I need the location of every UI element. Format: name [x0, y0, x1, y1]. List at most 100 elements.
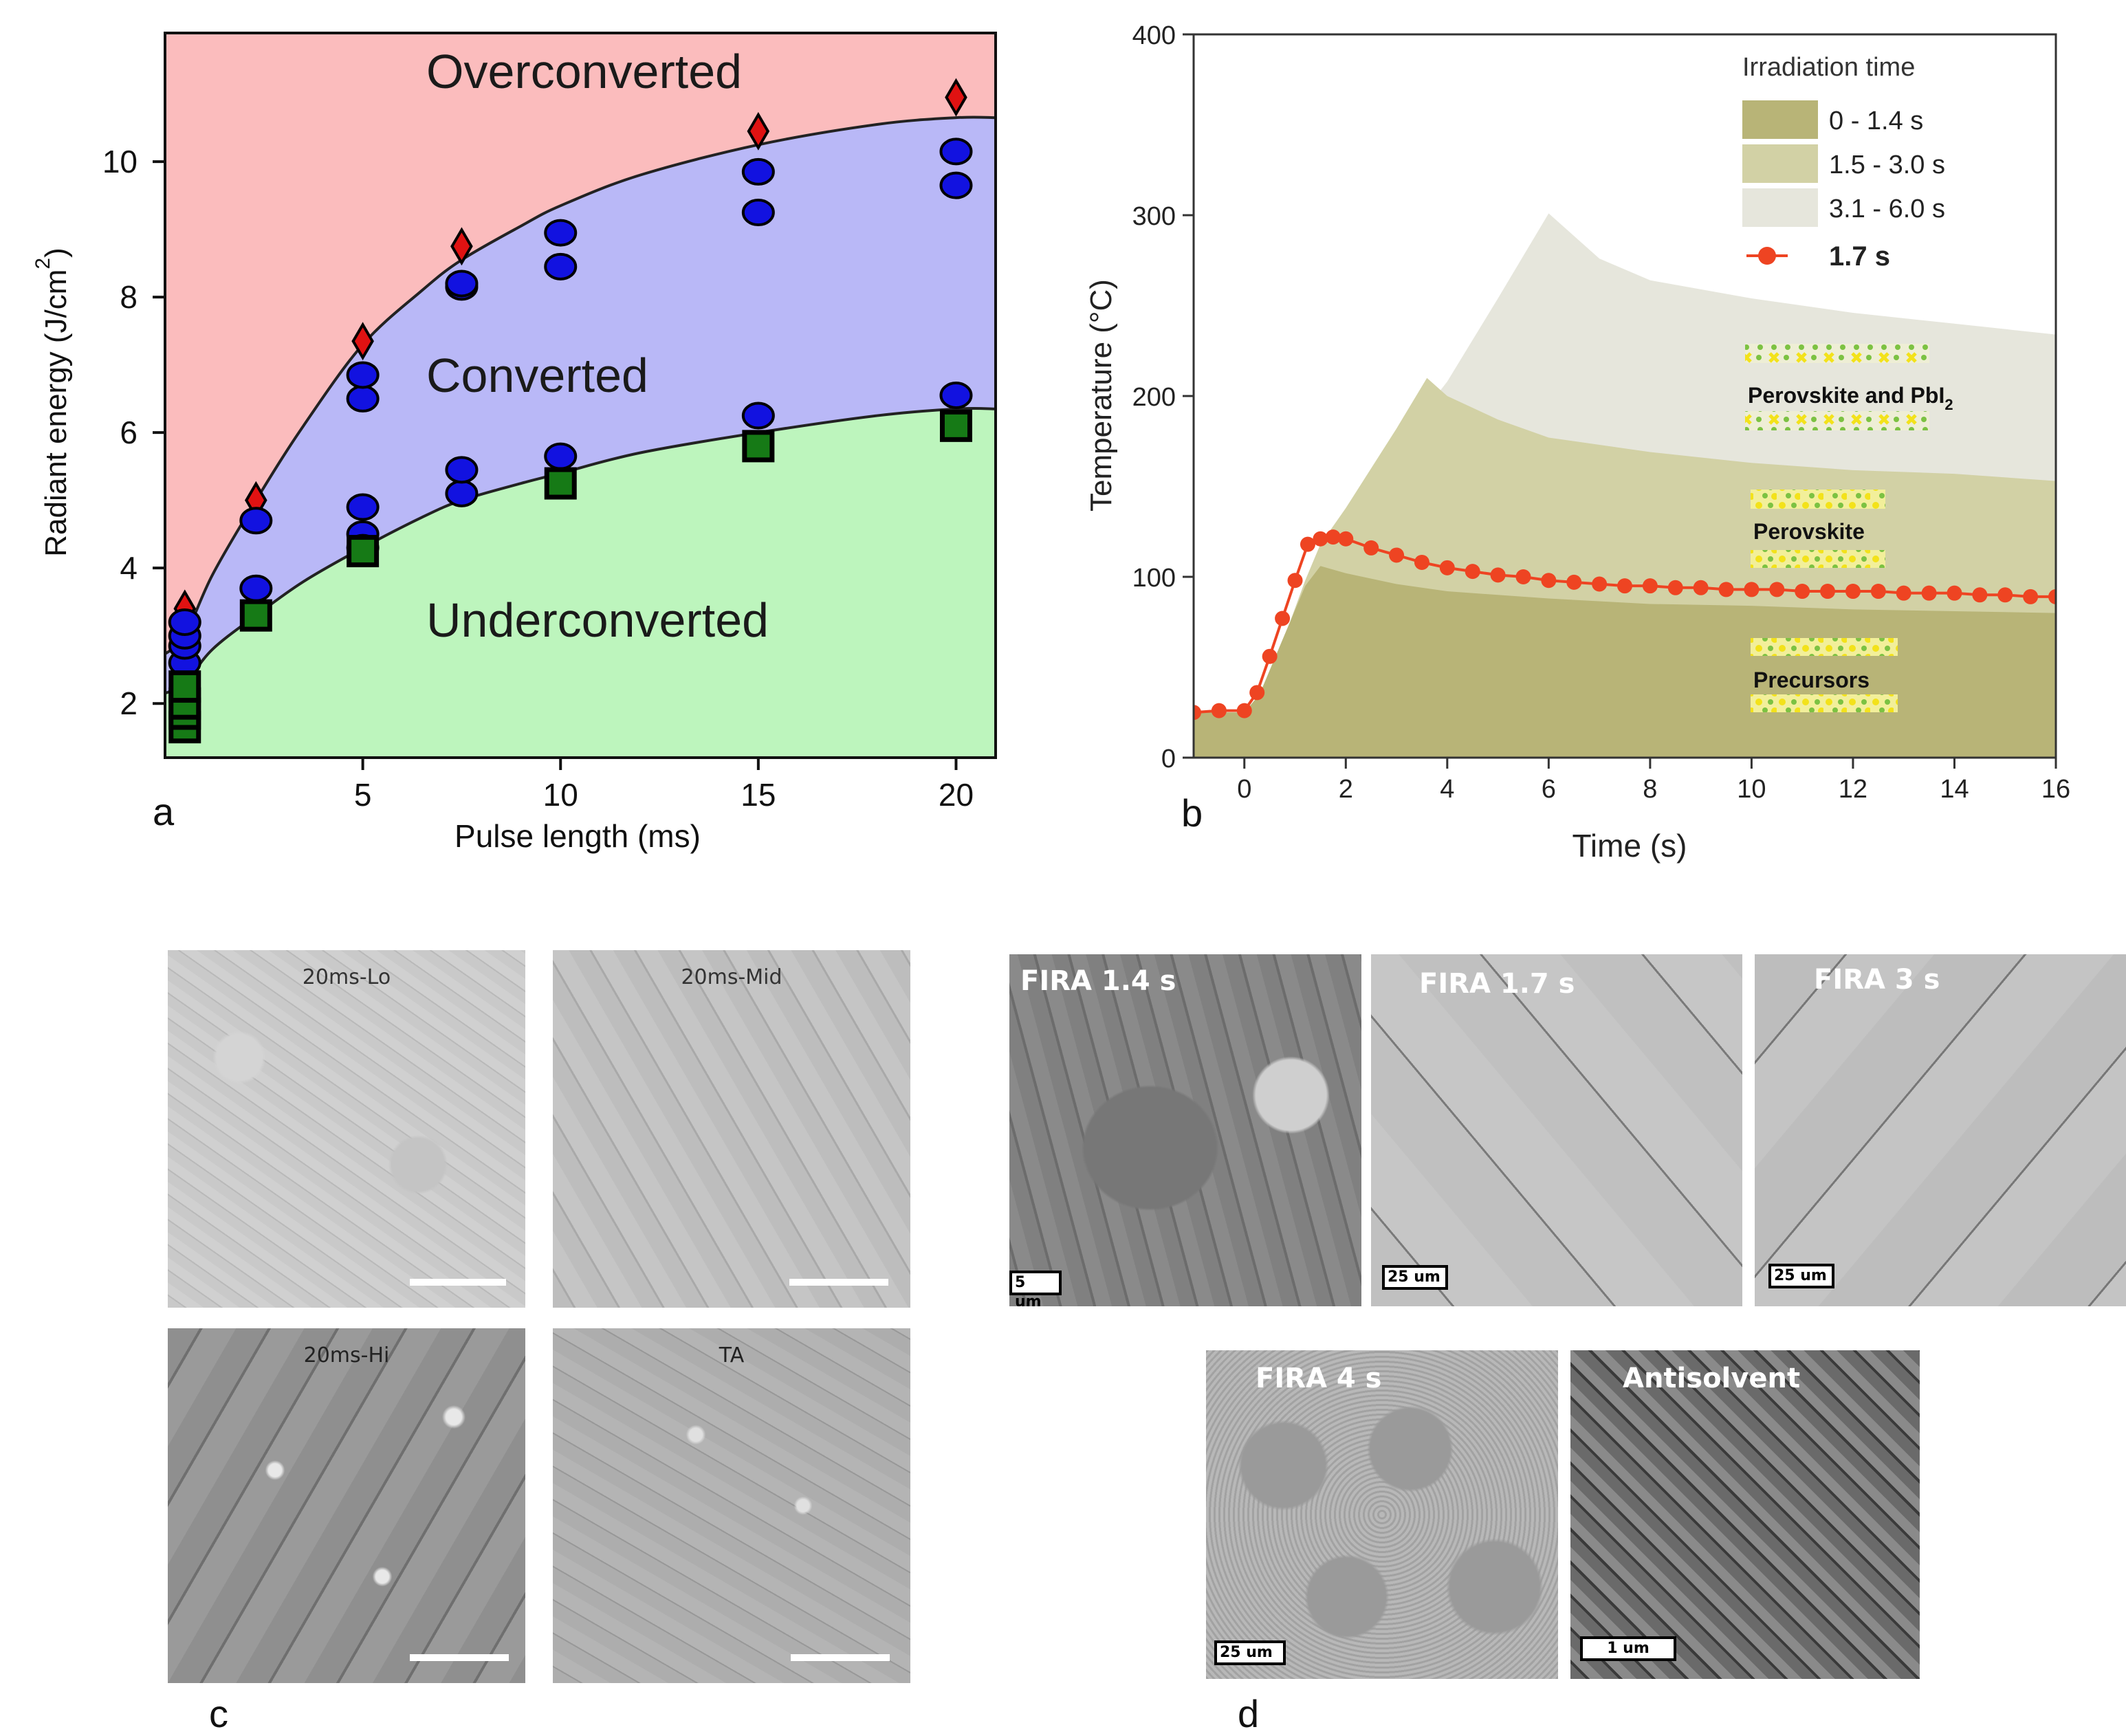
- x-tick-label: 12: [1839, 775, 1867, 804]
- converted-point: [939, 138, 973, 166]
- point-1-7-s: [1275, 611, 1291, 626]
- point-1-7-s: [1338, 531, 1354, 547]
- point-1-7-s: [1194, 705, 1201, 721]
- underconverted-region: [165, 408, 996, 758]
- converted-point: [445, 270, 479, 298]
- overconverted-point: [351, 322, 374, 361]
- chart-b-ticks: 0 2 4 6 8 10 12 14 16 0 100 200 300 400: [1132, 21, 2071, 804]
- scale-bar: 25 um: [1768, 1264, 1834, 1288]
- converted-point: [346, 361, 380, 389]
- point-1-7-s: [1439, 560, 1455, 575]
- converted-point: [544, 442, 578, 470]
- region-label-underconverted: Underconverted: [426, 593, 769, 647]
- point-1-7-s: [1211, 703, 1227, 718]
- point-1-7-s: [1769, 582, 1785, 597]
- underconverted-point: [168, 670, 201, 703]
- point-1-7-s: [1300, 536, 1315, 552]
- point-1-7-s: [1795, 584, 1810, 600]
- chart-b-legend: Irradiation time 0 - 1.4 s 1.5 - 3.0 s 3…: [1742, 53, 1945, 272]
- converted-point: [741, 157, 775, 186]
- overconverted-point: [450, 227, 473, 266]
- micrograph-label: Antisolvent: [1623, 1363, 1801, 1394]
- x-tick-label: 20: [939, 777, 974, 813]
- chart-a-ticks: 5 10 15 20 2 4 6 8 10: [102, 144, 974, 813]
- points-1-7-s: [1194, 529, 2056, 721]
- legend-swatch-1: [1742, 144, 1818, 183]
- point-1-7-s: [1287, 573, 1303, 589]
- micrograph-fira-1-7-s: FIRA 1.7 s 25 um: [1371, 954, 1742, 1306]
- y-tick-label: 8: [120, 279, 138, 315]
- micrograph-label: FIRA 1.7 s: [1419, 968, 1575, 1000]
- underconverted-point: [939, 409, 972, 442]
- point-1-7-s: [1313, 531, 1328, 547]
- micrograph-ta: TA: [553, 1328, 910, 1683]
- x-tick-label: 16: [2041, 775, 2070, 804]
- point-1-7-s: [1592, 576, 1608, 592]
- point-1-7-s: [1667, 580, 1683, 595]
- x-tick-label: 14: [1940, 775, 1969, 804]
- micrograph-20ms-hi: 20ms-Hi: [168, 1328, 525, 1683]
- panel-letter-d: d: [1238, 1692, 1260, 1735]
- point-1-7-s: [1972, 587, 1988, 603]
- panel-letter-b: b: [1181, 791, 1203, 835]
- scale-bar: [791, 1654, 890, 1661]
- panel-letter-a: a: [153, 790, 175, 833]
- point-1-7-s: [1541, 573, 1557, 589]
- micrograph-20ms-mid: 20ms-Mid: [553, 950, 910, 1308]
- chart-a-frame: [164, 32, 997, 759]
- chart-a-markers: [168, 78, 973, 744]
- legend-marker-1-7-s: [1758, 247, 1776, 265]
- point-1-7-s: [1490, 567, 1506, 583]
- converted-point: [445, 456, 479, 484]
- point-1-7-s: [1820, 584, 1836, 600]
- y-tick-label: 400: [1132, 21, 1176, 50]
- x-tick-label: 15: [741, 777, 776, 813]
- scale-bar: 1 um: [1580, 1636, 1676, 1661]
- point-1-7-s: [2048, 589, 2056, 604]
- point-1-7-s: [1566, 574, 1582, 590]
- point-1-7-s: [1896, 585, 1911, 601]
- converted-point: [346, 493, 380, 521]
- legend-title: Irradiation time: [1742, 53, 1915, 82]
- svg-text:Perovskite: Perovskite: [1753, 519, 1865, 544]
- chart-b: Perovskite and PbI2 Perovskite Precursor…: [1084, 21, 2071, 864]
- svg-text:Precursors: Precursors: [1753, 668, 1870, 692]
- micrograph-label: 20ms-Hi: [303, 1343, 390, 1367]
- x-tick-label: 10: [1737, 775, 1766, 804]
- point-1-7-s: [1693, 580, 1709, 595]
- legend-label-0: 0 - 1.4 s: [1829, 107, 1923, 135]
- point-1-7-s: [1718, 582, 1734, 597]
- underconverted-point: [239, 599, 272, 632]
- legend-swatch-0: [1742, 100, 1818, 139]
- point-1-7-s: [2023, 589, 2039, 604]
- chart-a-xlabel: Pulse length (ms): [454, 818, 701, 854]
- y-tick-label: 2: [120, 685, 138, 721]
- chart-b-xlabel: Time (s): [1572, 828, 1687, 864]
- x-tick-label: 0: [1237, 775, 1251, 804]
- x-tick-label: 6: [1542, 775, 1556, 804]
- inset-perovskite: Perovskite: [1751, 490, 1885, 568]
- overconverted-point: [747, 111, 770, 151]
- point-1-7-s: [1414, 554, 1429, 570]
- micrograph-label: FIRA 3 s: [1814, 964, 1940, 996]
- converted-point: [168, 608, 201, 636]
- point-1-7-s: [1921, 585, 1937, 601]
- point-1-7-s: [1997, 587, 2013, 603]
- scale-bar: [789, 1279, 888, 1286]
- point-1-7-s: [1617, 578, 1632, 594]
- converted-point: [239, 507, 273, 535]
- scale-bar: [410, 1279, 506, 1286]
- y-tick-label: 200: [1132, 383, 1176, 412]
- point-1-7-s: [1262, 648, 1278, 664]
- converted-point: [741, 402, 775, 430]
- x-tick-label: 4: [1440, 775, 1454, 804]
- converted-point: [939, 171, 973, 199]
- micrograph-label: 20ms-Mid: [681, 965, 782, 989]
- panel-letter-c: c: [209, 1692, 228, 1735]
- region-label-overconverted: Overconverted: [426, 45, 742, 98]
- micrograph-label: FIRA 1.4 s: [1020, 965, 1176, 997]
- converted-point: [544, 219, 578, 247]
- micrograph-fira-4-s: FIRA 4 s 25 um: [1206, 1350, 1558, 1679]
- point-1-7-s: [1465, 564, 1480, 580]
- underconverted-point: [347, 535, 380, 568]
